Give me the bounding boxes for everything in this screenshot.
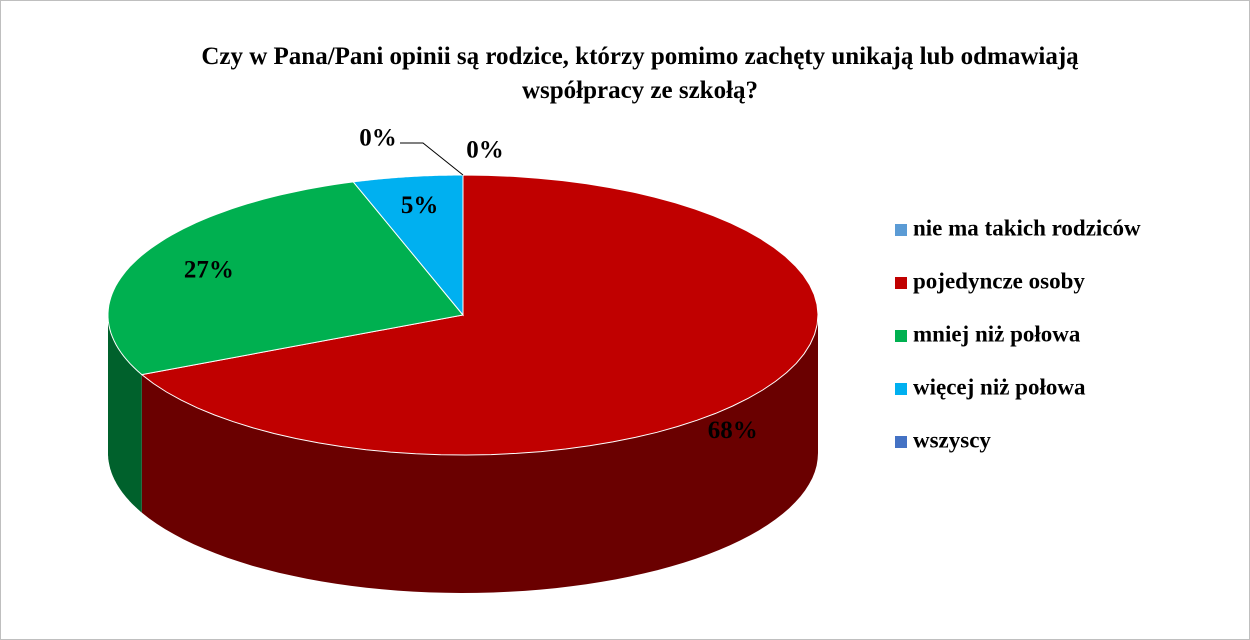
leader-line [400,142,464,176]
slice [107,181,464,376]
legend-swatch [895,436,907,448]
data-label: 5% [401,192,439,219]
slice-side [141,315,819,593]
legend-label: pojedyncze osoby [913,268,1085,293]
slice [352,174,464,317]
data-label: 0% [359,125,397,152]
legend-label: wszyscy [913,427,991,452]
slice [140,174,819,456]
legend-label: więcej niż połowa [913,374,1086,399]
legend-swatch [895,330,907,342]
legend-swatch [895,224,907,236]
legend-swatch [895,277,907,289]
legend-label: mniej niż połowa [913,321,1081,346]
legend-label: nie ma takich rodziców [913,215,1141,240]
data-label: 27% [184,256,234,283]
data-label: 68% [708,417,758,444]
chart-title: Czy w Pana/Pani opinii są rodzice, którz… [201,43,1079,104]
legend-swatch [895,383,907,395]
data-label: 0% [466,137,504,164]
slice-side [108,315,142,513]
